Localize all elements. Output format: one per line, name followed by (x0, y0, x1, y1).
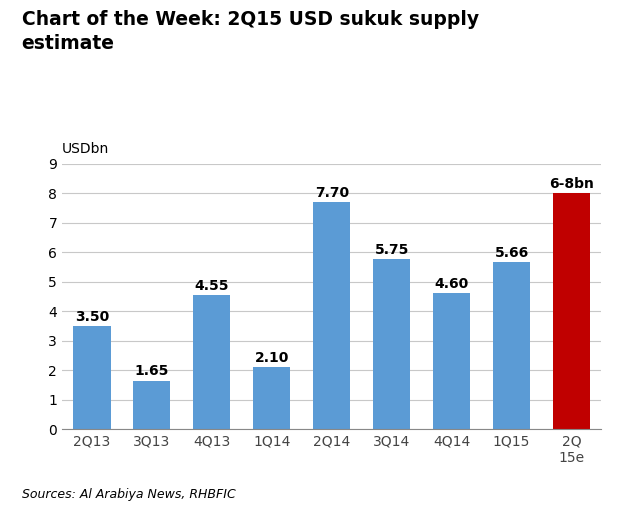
Text: 7.70: 7.70 (314, 185, 349, 199)
Text: 6-8bn: 6-8bn (549, 177, 594, 191)
Text: Sources: Al Arabiya News, RHBFIC: Sources: Al Arabiya News, RHBFIC (22, 488, 236, 501)
Bar (493, 262, 530, 429)
Text: 1.65: 1.65 (135, 364, 169, 378)
Text: 5.66: 5.66 (494, 246, 529, 260)
Text: 4.55: 4.55 (195, 278, 229, 292)
Bar (373, 260, 410, 429)
Bar (253, 367, 290, 429)
Bar (553, 193, 590, 429)
Text: 2.10: 2.10 (255, 351, 289, 365)
Text: 4.60: 4.60 (435, 277, 469, 291)
Bar (133, 381, 171, 429)
Bar (73, 326, 110, 429)
Text: 5.75: 5.75 (374, 243, 409, 257)
Text: Chart of the Week: 2Q15 USD sukuk supply
estimate: Chart of the Week: 2Q15 USD sukuk supply… (22, 10, 479, 53)
Bar (313, 202, 350, 429)
Bar (193, 295, 231, 429)
Bar (433, 293, 470, 429)
Text: USDbn: USDbn (62, 142, 109, 156)
Text: 3.50: 3.50 (75, 310, 109, 323)
